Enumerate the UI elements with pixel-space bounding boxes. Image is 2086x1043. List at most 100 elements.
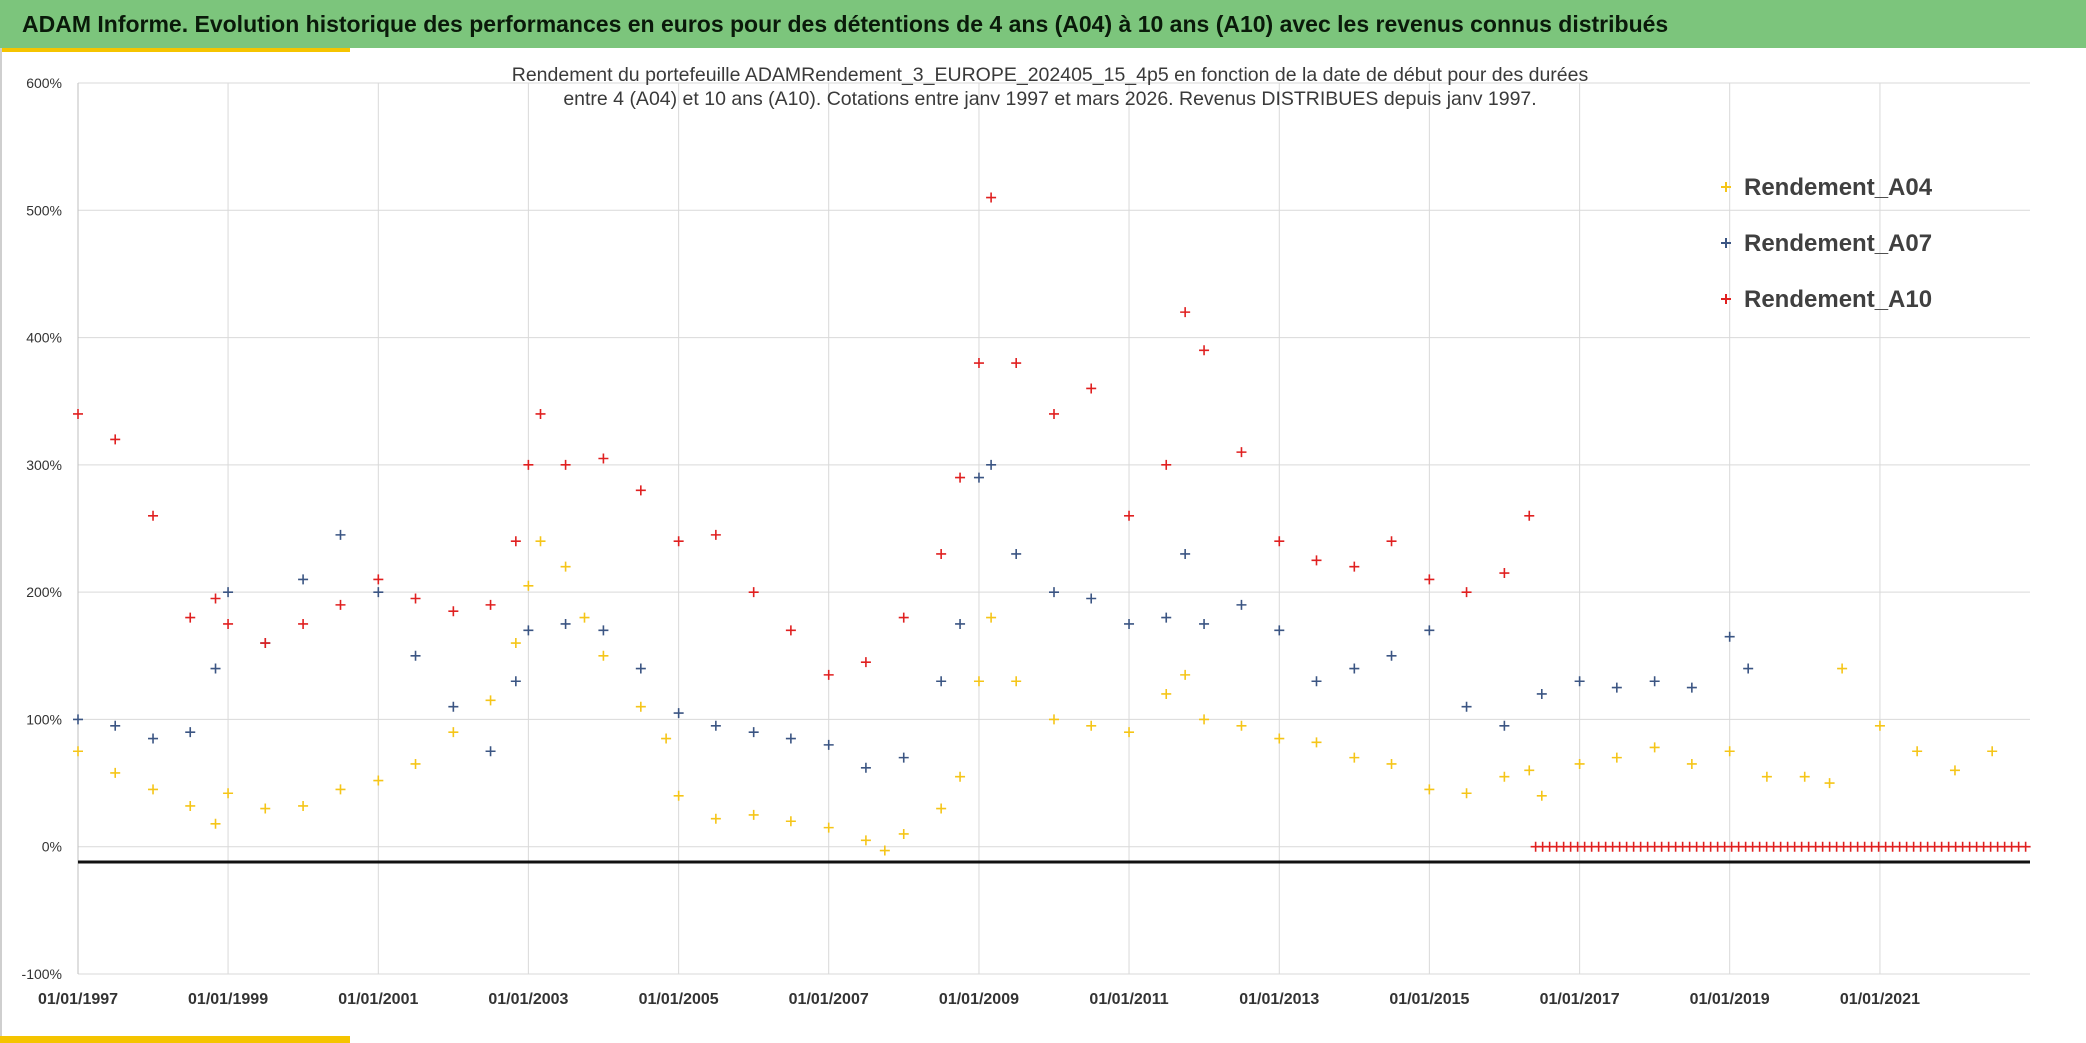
x-tick-label: 01/01/1997: [38, 991, 118, 1008]
data-point-rendement-a07: [1236, 599, 1247, 610]
data-point-rendement-a04: [1574, 758, 1585, 769]
data-point-rendement-a04: [1499, 771, 1510, 782]
data-point-rendement-a04: [673, 790, 684, 801]
x-tick-label: 01/01/2009: [939, 991, 1019, 1008]
data-point-rendement-a04: [1912, 746, 1923, 757]
data-point-rendement-a10: [598, 453, 609, 464]
y-tick-label: 200%: [26, 584, 62, 600]
data-point-rendement-a07: [673, 708, 684, 719]
data-point-rendement-a10: [373, 574, 384, 585]
data-point-rendement-a10: [860, 657, 871, 668]
data-point-rendement-a07: [1180, 548, 1191, 559]
data-point-rendement-a04: [73, 746, 83, 757]
data-point-rendement-a07: [448, 701, 459, 712]
data-point-rendement-a10: [1124, 510, 1135, 521]
data-point-rendement-a07: [1011, 548, 1022, 559]
x-axis-ticks: 01/01/1997 01/01/1999 01/01/2001 01/01/2003…: [38, 991, 1920, 1008]
data-point-rendement-a04: [936, 803, 947, 814]
data-point-rendement-a10: [210, 593, 221, 604]
data-point-rendement-a04: [485, 695, 496, 706]
data-point-rendement-a10: [1011, 358, 1022, 369]
data-point-rendement-a04: [335, 784, 346, 795]
data-point-rendement-a07: [1274, 625, 1285, 636]
data-point-rendement-a10: [523, 459, 534, 470]
data-point-rendement-a10: [223, 618, 234, 629]
data-point-rendement-a10: [986, 192, 997, 203]
data-point-rendement-a07: [973, 472, 984, 483]
data-point-rendement-a04: [661, 733, 672, 744]
data-point-rendement-a10: [298, 618, 309, 629]
data-point-rendement-a04: [1536, 790, 1547, 801]
data-point-rendement-a07: [110, 720, 121, 731]
data-point-rendement-a07: [748, 727, 759, 738]
data-point-rendement-a04: [260, 803, 271, 814]
y-tick-label: 300%: [26, 457, 62, 473]
data-point-rendement-a04: [1874, 720, 1885, 731]
y-tick-label: -100%: [22, 966, 62, 982]
legend-label: Rendement_A10: [1744, 286, 1932, 313]
data-point-rendement-a07: [1161, 612, 1172, 623]
data-point-rendement-a10: [485, 599, 496, 610]
data-point-rendement-a07: [1086, 593, 1097, 604]
data-point-rendement-a07: [1049, 587, 1059, 598]
data-point-rendement-a10: [448, 606, 459, 617]
data-point-rendement-a07: [1724, 631, 1735, 642]
x-tick-label: 01/01/1999: [188, 991, 268, 1008]
data-point-rendement-a07: [1349, 663, 1360, 674]
data-point-rendement-a04: [1824, 778, 1835, 789]
data-point-rendement-a10: [148, 510, 159, 521]
data-point-rendement-a07: [373, 587, 384, 598]
x-tick-label: 01/01/2017: [1540, 991, 1620, 1008]
data-point-rendement-a10: [1199, 345, 1210, 356]
y-tick-label: 400%: [26, 330, 62, 346]
data-point-rendement-a10: [1049, 408, 1059, 419]
data-point-rendement-a10: [1311, 555, 1322, 566]
y-tick-label: 600%: [26, 75, 62, 91]
data-point-rendement-a07: [1386, 650, 1397, 661]
data-point-rendement-a04: [898, 828, 909, 839]
data-point-rendement-a10: [1274, 536, 1285, 547]
data-point-rendement-a04: [373, 775, 384, 786]
data-point-rendement-a07: [785, 733, 796, 744]
x-tick-label: 01/01/2015: [1389, 991, 1469, 1008]
x-tick-label: 01/01/2021: [1840, 991, 1920, 1008]
data-point-rendement-a10: [748, 587, 759, 598]
chart-title: Rendement du portefeuille ADAMRendement_…: [512, 64, 1589, 110]
x-tick-label: 01/01/2019: [1690, 991, 1770, 1008]
data-point-rendement-a04: [860, 835, 871, 846]
data-point-rendement-a07: [710, 720, 721, 731]
data-point-rendement-a07: [523, 625, 534, 636]
data-point-rendement-a10: [1180, 307, 1191, 318]
data-point-rendement-a07: [1743, 663, 1754, 674]
data-point-rendement-a07: [298, 574, 309, 585]
chart: -100% 0% 100% 200% 300% 400% 500% 600% 01/01/19…: [22, 64, 2031, 1008]
data-point-rendement-a04: [560, 561, 571, 572]
data-point-rendement-a10: [1349, 561, 1360, 572]
data-point-rendement-a04: [1799, 771, 1810, 782]
data-point-rendement-a04: [510, 638, 521, 649]
data-point-rendement-a10: [1161, 459, 1172, 470]
data-point-rendement-a04: [1124, 727, 1135, 738]
data-point-rendement-a07: [598, 625, 609, 636]
data-point-rendement-a10: [1461, 587, 1472, 598]
data-point-rendement-a07: [485, 746, 496, 757]
data-point-rendement-a04: [298, 800, 309, 811]
data-point-rendement-a10: [936, 548, 947, 559]
y-tick-label: 100%: [26, 711, 62, 727]
x-tick-label: 01/01/2001: [338, 991, 418, 1008]
data-point-rendement-a07: [1199, 618, 1210, 629]
data-point-rendement-a07: [860, 762, 871, 773]
data-point-rendement-a07: [986, 459, 997, 470]
data-point-rendement-a07: [410, 650, 421, 661]
data-point-rendement-a07: [1461, 701, 1472, 712]
x-tick-label: 01/01/2007: [789, 991, 869, 1008]
data-point-rendement-a07: [1499, 720, 1510, 731]
data-point-rendement-a04: [879, 845, 890, 856]
y-tick-label: 0%: [42, 839, 62, 855]
y-tick-label: 500%: [26, 202, 62, 218]
data-point-rendement-a07: [1124, 618, 1135, 629]
data-point-rendement-a07: [148, 733, 159, 744]
data-point-rendement-a04: [635, 701, 646, 712]
data-point-rendement-a04: [1311, 737, 1322, 748]
